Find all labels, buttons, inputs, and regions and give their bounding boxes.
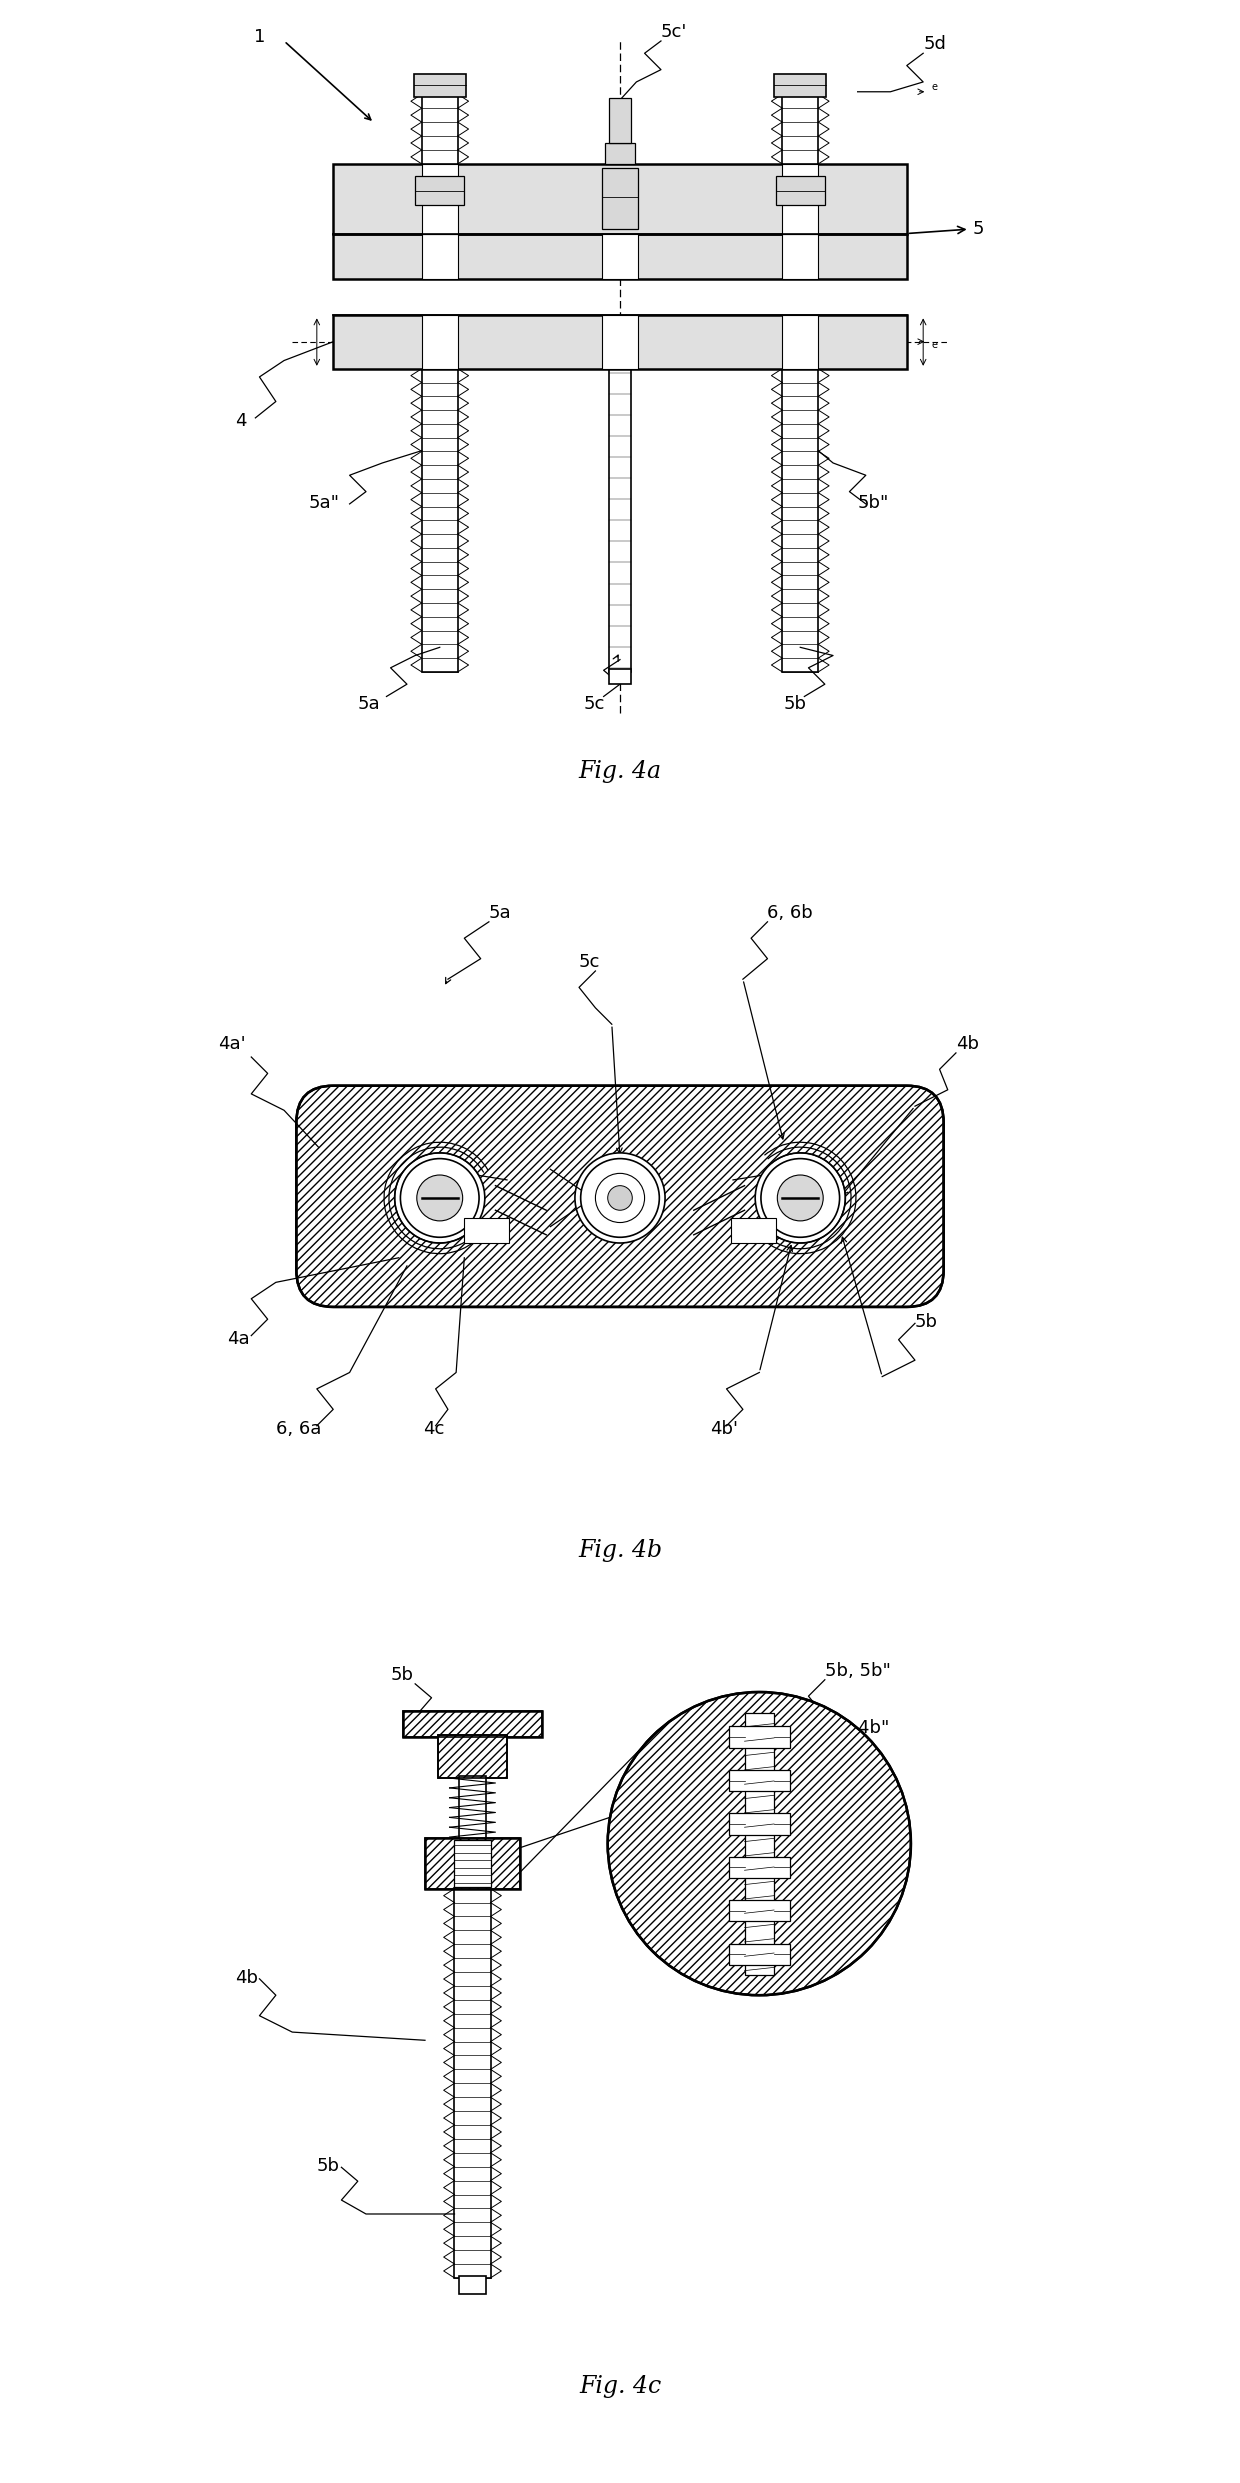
Bar (415, 176, 464, 204)
Text: 5b: 5b (391, 1666, 414, 1683)
Circle shape (401, 1160, 479, 1237)
Bar (782, 94, 818, 164)
Bar (782, 233, 818, 278)
Bar (422, 164, 458, 233)
Bar (413, 74, 466, 97)
Text: 4a: 4a (227, 1331, 249, 1348)
Bar (729, 1857, 790, 1877)
Bar (464, 1219, 510, 1244)
Text: 5a": 5a" (309, 494, 340, 511)
Text: 4c: 4c (423, 1420, 445, 1438)
Circle shape (761, 1160, 839, 1237)
Circle shape (394, 1152, 485, 1244)
Bar (601, 233, 639, 278)
Bar (601, 169, 639, 228)
Circle shape (580, 1160, 660, 1237)
Bar (438, 1736, 507, 1778)
Bar (609, 367, 631, 673)
Bar (425, 1837, 520, 1890)
Bar (729, 1899, 790, 1922)
Text: 5c: 5c (579, 953, 600, 971)
Bar (744, 1713, 774, 1974)
Bar (776, 176, 825, 204)
Text: e: e (931, 340, 937, 350)
Text: Fig. 4a: Fig. 4a (578, 760, 662, 785)
Text: 4b': 4b' (711, 1420, 738, 1438)
Bar (782, 315, 818, 367)
Bar (334, 315, 906, 367)
Bar (730, 1219, 776, 1244)
Circle shape (417, 1174, 463, 1222)
Text: 5a: 5a (489, 904, 512, 921)
Bar (729, 1726, 790, 1748)
Text: 1: 1 (254, 27, 265, 45)
Text: 4b: 4b (956, 1035, 978, 1053)
Bar (422, 94, 458, 164)
Bar (774, 74, 827, 97)
Text: Fig. 4b: Fig. 4b (578, 1539, 662, 1562)
Text: 5c: 5c (583, 695, 605, 713)
Text: 5b: 5b (784, 695, 807, 713)
Text: 4b: 4b (234, 1969, 258, 1986)
Bar (605, 144, 635, 164)
Bar (455, 1840, 491, 1887)
Text: 4: 4 (234, 412, 247, 430)
Bar (609, 99, 631, 144)
Text: 4a': 4a' (218, 1035, 246, 1053)
Bar (459, 2277, 486, 2294)
FancyBboxPatch shape (296, 1085, 944, 1306)
Circle shape (755, 1152, 846, 1244)
Bar (729, 1944, 790, 1964)
Bar (729, 1813, 790, 1835)
Text: 6, 6b: 6, 6b (768, 904, 813, 921)
Text: 5b, 5b": 5b, 5b" (825, 1661, 890, 1679)
Bar (438, 1736, 507, 1778)
Bar (782, 164, 818, 233)
Bar (403, 1711, 542, 1738)
Text: e: e (931, 82, 937, 92)
Bar (403, 1711, 542, 1738)
Bar (334, 164, 906, 233)
Circle shape (608, 1691, 911, 1996)
Bar (422, 367, 458, 673)
Circle shape (595, 1174, 645, 1222)
Bar (334, 233, 906, 278)
Text: 5b: 5b (317, 2158, 340, 2175)
Text: 5a: 5a (358, 695, 381, 713)
Text: 4b, 4b', 4b": 4b, 4b', 4b" (784, 1718, 889, 1738)
Bar (729, 1770, 790, 1790)
Circle shape (608, 1187, 632, 1209)
Bar (422, 315, 458, 367)
Text: Fig. 4c: Fig. 4c (579, 2374, 661, 2399)
Bar (459, 1775, 486, 1840)
Bar (601, 315, 639, 367)
Text: 5: 5 (910, 219, 983, 238)
Bar (609, 670, 631, 685)
Bar (425, 1837, 520, 1890)
Text: 5d: 5d (923, 35, 946, 52)
Text: 5b": 5b" (858, 494, 889, 511)
Text: 5c': 5c' (661, 22, 687, 40)
Circle shape (777, 1174, 823, 1222)
Bar (422, 233, 458, 278)
Text: 6, 6a: 6, 6a (275, 1420, 321, 1438)
Circle shape (575, 1152, 665, 1244)
Bar (455, 1890, 491, 2277)
Text: 5b: 5b (915, 1314, 937, 1331)
Bar (782, 367, 818, 673)
